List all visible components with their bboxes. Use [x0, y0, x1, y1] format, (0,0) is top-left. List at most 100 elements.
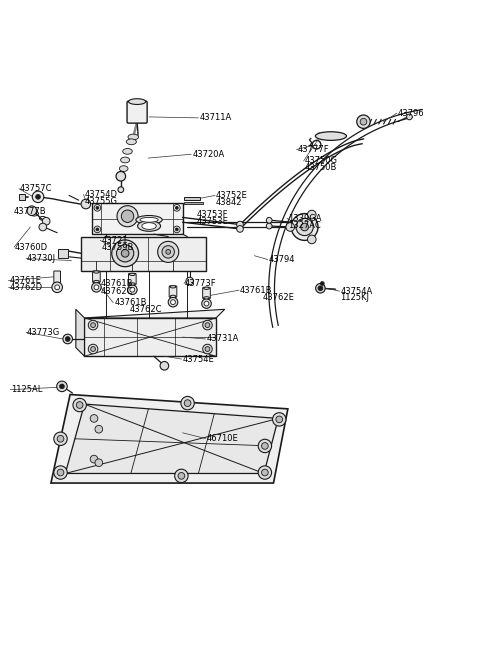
Circle shape — [308, 210, 316, 219]
Circle shape — [308, 235, 316, 244]
Text: 43796: 43796 — [398, 109, 425, 118]
Circle shape — [173, 204, 180, 211]
Text: 43753E: 43753E — [197, 217, 229, 226]
FancyBboxPatch shape — [54, 271, 60, 282]
Circle shape — [262, 443, 268, 449]
Circle shape — [88, 320, 98, 330]
Circle shape — [91, 346, 96, 352]
Circle shape — [57, 381, 67, 392]
Text: 43731A: 43731A — [206, 335, 239, 343]
Circle shape — [88, 345, 98, 354]
Circle shape — [54, 432, 67, 445]
Ellipse shape — [130, 273, 135, 276]
Text: 43755G: 43755G — [84, 196, 118, 206]
Ellipse shape — [170, 300, 175, 305]
Circle shape — [39, 223, 47, 231]
Text: 43757C: 43757C — [20, 184, 52, 193]
Ellipse shape — [202, 299, 211, 309]
Circle shape — [175, 206, 178, 210]
Text: 1339GA: 1339GA — [288, 214, 322, 223]
Ellipse shape — [128, 134, 139, 140]
Text: 43754D: 43754D — [84, 190, 118, 199]
Circle shape — [54, 466, 67, 479]
Ellipse shape — [123, 149, 132, 154]
Ellipse shape — [138, 221, 160, 231]
Ellipse shape — [315, 132, 347, 140]
Text: 43721: 43721 — [101, 236, 128, 245]
Polygon shape — [65, 404, 278, 474]
Circle shape — [60, 384, 64, 389]
Circle shape — [276, 416, 283, 422]
Polygon shape — [92, 203, 182, 234]
Circle shape — [321, 282, 324, 286]
Ellipse shape — [52, 282, 62, 293]
Ellipse shape — [204, 297, 209, 299]
FancyBboxPatch shape — [93, 271, 100, 282]
Text: 43761B: 43761B — [240, 286, 273, 295]
Circle shape — [237, 221, 243, 228]
Text: 43842: 43842 — [216, 198, 242, 206]
Circle shape — [162, 246, 174, 258]
Circle shape — [203, 320, 212, 330]
Ellipse shape — [204, 301, 209, 306]
Text: 46710E: 46710E — [206, 434, 238, 443]
Ellipse shape — [120, 166, 128, 172]
Text: 43773F: 43773F — [185, 279, 216, 288]
Circle shape — [94, 226, 101, 233]
Circle shape — [262, 469, 268, 476]
Circle shape — [91, 323, 96, 328]
Circle shape — [112, 240, 139, 267]
Circle shape — [407, 114, 412, 120]
FancyBboxPatch shape — [19, 194, 24, 200]
Ellipse shape — [170, 295, 176, 297]
Text: 43720A: 43720A — [192, 150, 224, 159]
Ellipse shape — [140, 217, 158, 222]
Circle shape — [181, 396, 194, 410]
Circle shape — [316, 284, 325, 293]
Circle shape — [360, 119, 367, 125]
Circle shape — [95, 459, 103, 466]
Ellipse shape — [120, 157, 130, 163]
Ellipse shape — [204, 287, 209, 290]
Text: 43762C: 43762C — [130, 305, 162, 314]
Circle shape — [173, 226, 180, 233]
Circle shape — [175, 469, 188, 483]
Circle shape — [121, 210, 134, 223]
Circle shape — [296, 218, 313, 236]
Circle shape — [96, 206, 99, 210]
Text: 43760D: 43760D — [15, 242, 48, 252]
Circle shape — [258, 466, 272, 479]
Ellipse shape — [126, 139, 136, 145]
Ellipse shape — [94, 271, 99, 273]
Circle shape — [273, 413, 286, 426]
Text: 43754A: 43754A — [340, 287, 373, 295]
Text: 43761B: 43761B — [114, 298, 146, 307]
Circle shape — [94, 204, 101, 211]
Ellipse shape — [136, 215, 162, 224]
Circle shape — [117, 206, 138, 227]
Ellipse shape — [170, 286, 176, 288]
Ellipse shape — [168, 297, 178, 307]
Text: 43762C: 43762C — [100, 287, 133, 295]
Ellipse shape — [92, 282, 101, 292]
FancyBboxPatch shape — [203, 288, 210, 299]
Polygon shape — [84, 318, 216, 356]
Text: 1125AL: 1125AL — [11, 385, 43, 394]
Circle shape — [237, 225, 243, 233]
FancyBboxPatch shape — [169, 286, 177, 297]
Circle shape — [57, 436, 64, 442]
Circle shape — [178, 472, 185, 479]
Circle shape — [73, 398, 86, 412]
Text: 43753F: 43753F — [197, 210, 228, 219]
Text: 43711A: 43711A — [199, 113, 231, 122]
Circle shape — [266, 223, 272, 229]
Circle shape — [184, 400, 191, 407]
Ellipse shape — [55, 285, 60, 290]
Polygon shape — [76, 309, 84, 356]
Circle shape — [76, 402, 83, 408]
Circle shape — [95, 425, 103, 433]
Circle shape — [157, 241, 179, 263]
Text: 43794: 43794 — [269, 255, 295, 264]
Ellipse shape — [130, 288, 135, 292]
Text: 43750G: 43750G — [305, 157, 337, 166]
